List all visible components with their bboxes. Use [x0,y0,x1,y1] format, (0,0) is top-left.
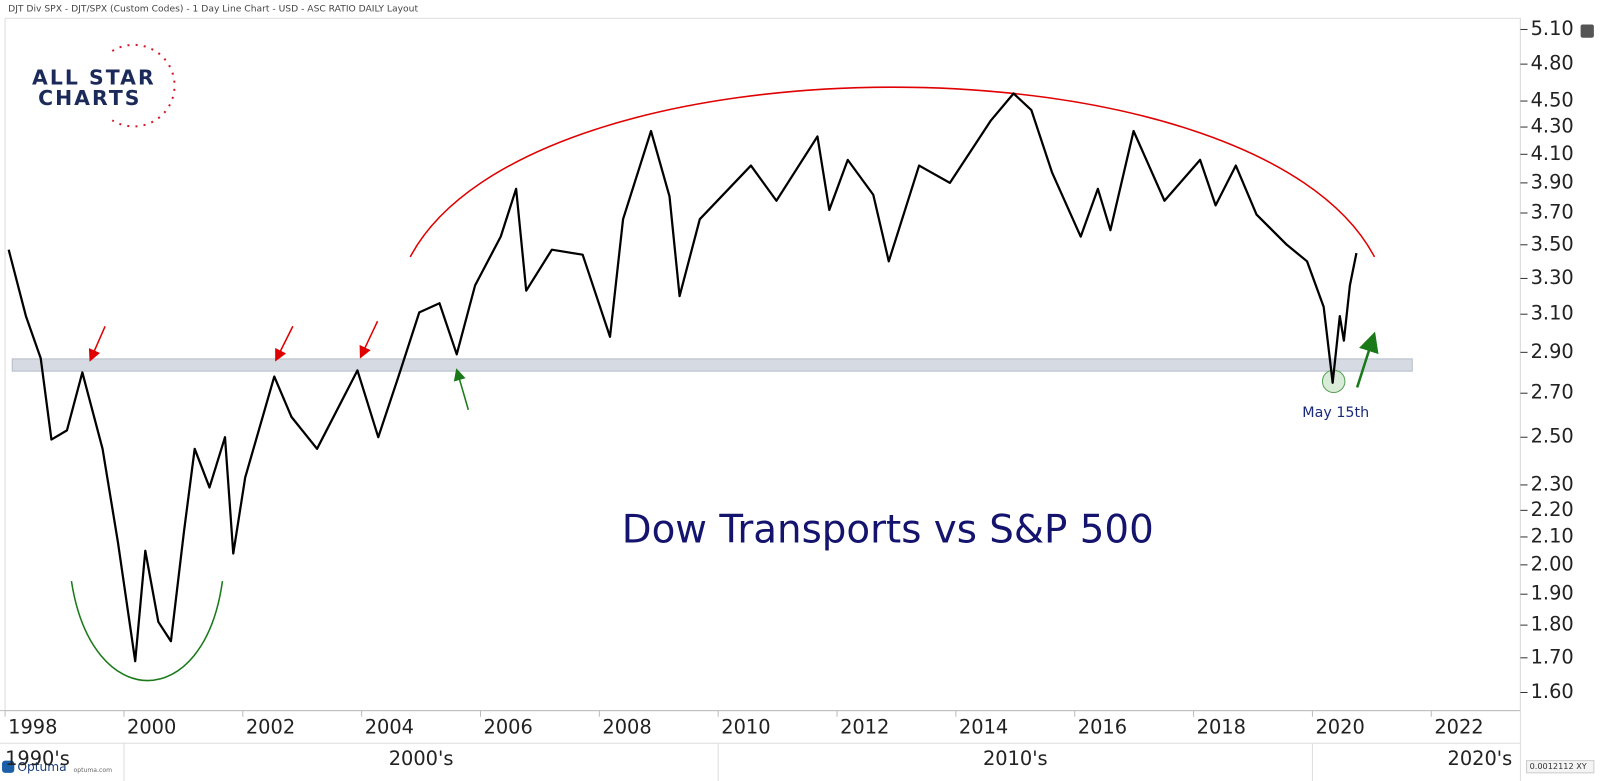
annotation: May 15th [1302,405,1369,421]
support-band [11,358,1413,372]
header: DJT Div SPX - DJT/SPX (Custom Codes) - 1… [8,4,418,15]
x-tick-label: 2022 [1434,715,1483,738]
x-tick-label: 2018 [1197,715,1246,738]
x-tick-label: 2002 [246,715,295,738]
x-tick-label: 2010 [721,715,770,738]
x-tick-label: 2004 [365,715,414,738]
y-tick-label: 2.30 [1531,472,1574,495]
y-tick-label: 4.50 [1531,89,1574,112]
y-tick-label: 1.90 [1531,582,1574,605]
logo-text: CHARTS [38,86,141,110]
y-tick-label: 4.10 [1531,142,1574,165]
lock-icon[interactable] [1580,24,1594,38]
y-tick-label: 2.50 [1531,425,1574,448]
y-tick-label: 1.70 [1531,645,1574,668]
footer-value: 0.0012112 XY [1530,761,1587,771]
y-tick-label: 4.80 [1531,52,1574,75]
logo: ALL STAR CHARTS [32,43,176,128]
y-tick-label: 1.60 [1531,680,1574,703]
footer-brand: Optuma [17,760,66,774]
decade-label: 1990's [5,747,70,770]
arrow [359,320,379,359]
y-tick-label: 2.10 [1531,524,1574,547]
y-tick-label: 2.20 [1531,498,1574,521]
arrow [1355,331,1379,388]
x-tick-label: 1998 [8,715,57,738]
x-tick-label: 2006 [484,715,533,738]
y-tick-label: 3.70 [1531,201,1574,224]
y-tick-label: 3.50 [1531,232,1574,255]
footer-url: optuma.com [73,767,112,774]
y-tick-label: 3.30 [1531,266,1574,289]
y-tick-label: 5.10 [1531,17,1574,40]
x-tick-label: 2014 [959,715,1008,738]
y-tick-label: 2.70 [1531,381,1574,404]
y-tick-label: 3.90 [1531,170,1574,193]
logo-text: ALL STAR [32,66,156,90]
x-tick-label: 2012 [840,715,889,738]
footer-icon [2,760,15,773]
y-tick-label: 3.10 [1531,302,1574,325]
decade-label: 2010's [983,747,1048,770]
x-tick-label: 2020 [1315,715,1364,738]
arrow [88,325,106,362]
arrow [275,325,294,362]
y-tick-label: 4.30 [1531,115,1574,138]
bottom-arc [70,581,224,682]
y-tick-label: 2.00 [1531,552,1574,575]
arrow [453,368,470,411]
y-tick-label: 1.80 [1531,613,1574,636]
decade-label: 2000's [389,747,454,770]
data-line [7,92,1358,663]
chart-title: Dow Transports vs S&P 500 [622,508,1154,553]
x-tick-label: 2008 [602,715,651,738]
y-tick-label: 2.90 [1531,340,1574,363]
decade-label: 2020's [1448,747,1513,770]
x-tick-label: 2000 [127,715,176,738]
x-tick-label: 2016 [1078,715,1127,738]
logo-stars [111,43,176,128]
top-arc [409,86,1376,258]
footer-box [1526,760,1595,774]
